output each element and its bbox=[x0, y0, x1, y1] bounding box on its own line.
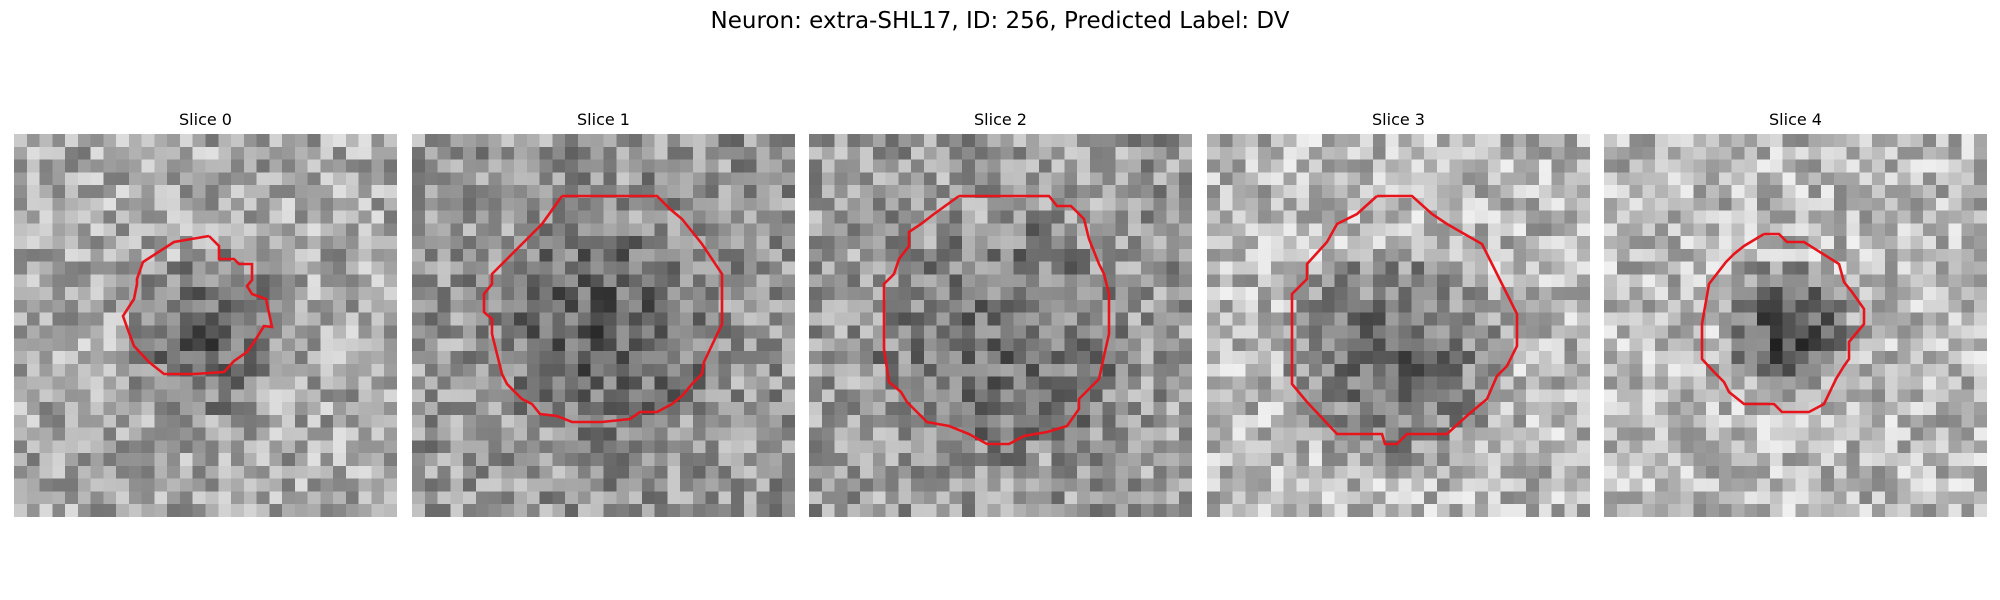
slice-4-contour bbox=[1700, 232, 1866, 414]
slice-3-image bbox=[1207, 134, 1590, 517]
slice-2-image bbox=[809, 134, 1192, 517]
slice-2-contour bbox=[882, 194, 1111, 446]
slice-0-image bbox=[14, 134, 397, 517]
slice-1-title: Slice 1 bbox=[577, 110, 630, 129]
slice-4-title: Slice 4 bbox=[1769, 110, 1822, 129]
slice-1-contour bbox=[482, 194, 724, 424]
slice-0-title: Slice 0 bbox=[179, 110, 232, 129]
slice-2-title: Slice 2 bbox=[974, 110, 1027, 129]
slice-0-contour bbox=[121, 234, 274, 376]
figure-title: Neuron: extra-SHL17, ID: 256, Predicted … bbox=[710, 8, 1290, 34]
slice-3-contour bbox=[1290, 194, 1519, 446]
slice-4-image bbox=[1604, 134, 1987, 517]
slice-1-image bbox=[412, 134, 795, 517]
slice-3-title: Slice 3 bbox=[1372, 110, 1425, 129]
